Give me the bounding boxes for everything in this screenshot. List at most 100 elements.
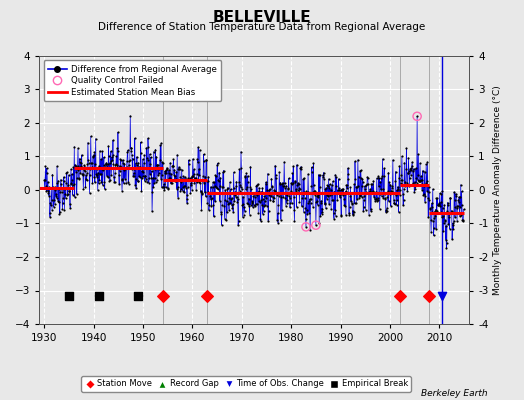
Point: [177, 178, 185, 185]
Point: [214, 186, 222, 192]
Point: [189, 156, 197, 162]
Point: [160, 186, 169, 193]
Point: [456, 194, 464, 200]
Point: [142, 144, 150, 151]
Point: [358, 176, 367, 182]
Point: [150, 174, 159, 181]
Point: [212, 184, 220, 190]
Point: [236, 184, 245, 190]
Point: [451, 204, 460, 210]
Point: [184, 174, 192, 181]
Point: [176, 166, 184, 172]
Point: [243, 184, 251, 190]
Point: [300, 175, 308, 181]
Point: [432, 226, 440, 232]
Point: [458, 218, 467, 224]
Point: [341, 188, 350, 194]
Point: [362, 206, 370, 213]
Point: [356, 193, 365, 199]
Point: [359, 208, 367, 214]
Point: [239, 212, 248, 218]
Point: [441, 218, 449, 224]
Point: [149, 174, 157, 181]
Point: [49, 184, 58, 190]
Point: [80, 164, 89, 170]
Point: [385, 190, 394, 197]
Point: [374, 197, 382, 204]
Point: [299, 176, 307, 182]
Point: [203, 199, 211, 206]
Point: [217, 222, 226, 228]
Point: [193, 156, 202, 163]
Point: [161, 168, 169, 174]
Point: [283, 186, 292, 192]
Point: [377, 186, 385, 192]
Point: [203, 292, 211, 299]
Point: [428, 200, 436, 206]
Point: [100, 154, 108, 160]
Point: [445, 214, 453, 220]
Point: [251, 203, 259, 209]
Point: [453, 203, 462, 209]
Point: [387, 188, 396, 194]
Point: [105, 178, 114, 184]
Point: [224, 184, 232, 191]
Point: [232, 193, 240, 200]
Point: [41, 176, 49, 183]
Point: [213, 162, 221, 168]
Point: [102, 161, 110, 167]
Point: [278, 180, 287, 186]
Point: [460, 206, 468, 213]
Point: [360, 193, 368, 199]
Point: [330, 188, 339, 195]
Point: [372, 189, 380, 195]
Point: [333, 190, 341, 196]
Point: [342, 212, 350, 218]
Point: [196, 188, 205, 195]
Point: [280, 159, 288, 165]
Point: [341, 190, 349, 197]
Point: [309, 160, 318, 166]
Point: [223, 209, 231, 216]
Point: [412, 180, 421, 186]
Point: [140, 178, 149, 184]
Point: [249, 202, 258, 208]
Point: [216, 209, 225, 216]
Point: [119, 180, 128, 186]
Point: [65, 188, 73, 195]
Point: [94, 170, 102, 176]
Point: [401, 181, 410, 188]
Point: [204, 189, 212, 195]
Point: [121, 176, 129, 182]
Point: [258, 210, 267, 217]
Point: [259, 208, 268, 214]
Point: [74, 176, 83, 182]
Point: [376, 190, 384, 197]
Point: [274, 202, 282, 208]
Point: [349, 208, 357, 214]
Point: [150, 180, 158, 186]
Point: [97, 179, 106, 185]
Point: [114, 148, 123, 154]
Point: [245, 195, 253, 202]
Point: [320, 201, 329, 208]
Point: [164, 186, 172, 192]
Point: [46, 210, 54, 216]
Point: [178, 187, 187, 194]
Point: [345, 212, 353, 218]
Point: [334, 190, 342, 196]
Point: [300, 188, 309, 195]
Point: [367, 208, 375, 214]
Point: [373, 198, 381, 204]
Point: [89, 152, 97, 159]
Point: [432, 195, 441, 202]
Point: [203, 178, 212, 184]
Point: [395, 175, 403, 181]
Point: [159, 292, 167, 299]
Point: [435, 202, 443, 208]
Point: [381, 209, 390, 215]
Point: [73, 163, 82, 169]
Point: [48, 171, 57, 178]
Point: [188, 174, 196, 180]
Point: [208, 195, 216, 202]
